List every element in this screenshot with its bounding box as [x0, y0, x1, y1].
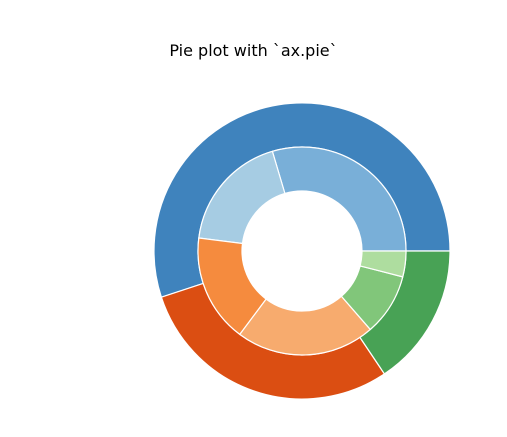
- chart-title: Pie plot with `ax.pie`: [169, 41, 338, 60]
- inner-wedge-1: [271, 146, 407, 252]
- inner-wedge-6: [359, 250, 407, 278]
- inner-ring: [197, 146, 407, 356]
